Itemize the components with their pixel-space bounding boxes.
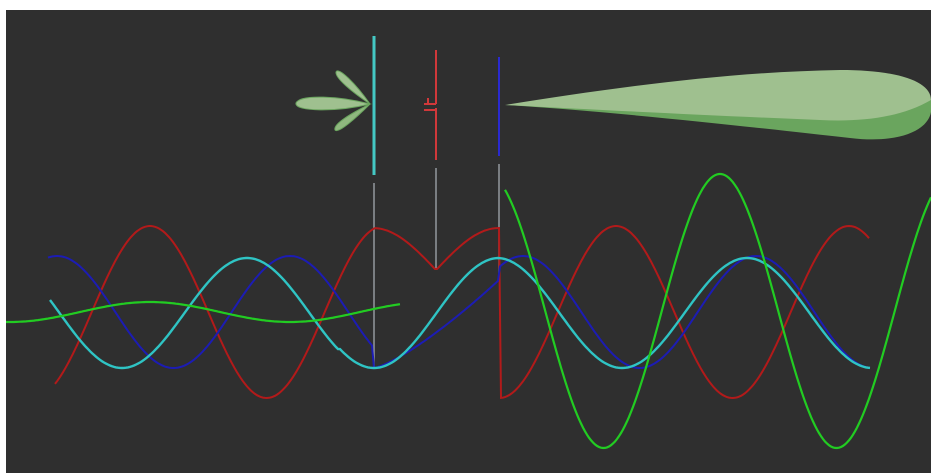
back-lobe-lower	[334, 103, 371, 132]
antenna-elements	[372, 36, 500, 175]
reflector-wave	[49, 256, 871, 370]
back-radiation-lobes	[295, 70, 371, 132]
main-radiation-lobe	[505, 70, 931, 140]
main-lobe-light-part	[505, 70, 931, 121]
sum-wave	[504, 172, 931, 450]
driven-wave	[54, 224, 870, 400]
waves	[6, 172, 931, 450]
driven-element	[424, 50, 437, 160]
director-wave	[47, 254, 871, 370]
back-lobe-upper	[335, 70, 371, 105]
back-lobe-center	[295, 96, 371, 111]
sum-wave-left	[6, 300, 401, 324]
